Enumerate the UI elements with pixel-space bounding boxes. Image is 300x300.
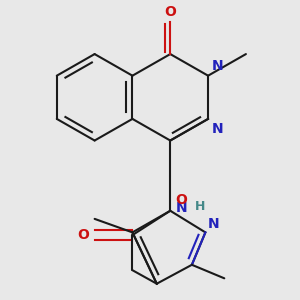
Text: N: N — [212, 59, 224, 73]
Text: O: O — [176, 193, 188, 207]
Text: N: N — [208, 217, 220, 231]
Text: O: O — [77, 228, 89, 242]
Text: O: O — [164, 5, 176, 19]
Text: H: H — [195, 200, 205, 213]
Text: N: N — [212, 122, 224, 136]
Text: N: N — [176, 201, 187, 215]
